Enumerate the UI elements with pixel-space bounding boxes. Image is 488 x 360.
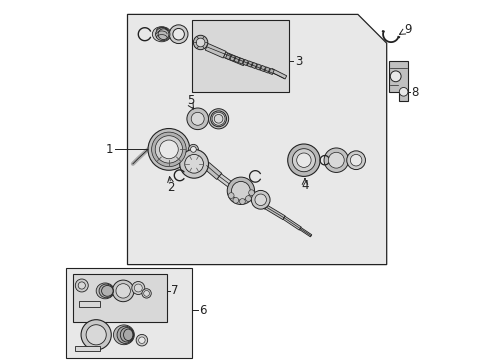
Circle shape [184, 154, 203, 173]
Circle shape [132, 282, 144, 294]
Polygon shape [387, 61, 407, 101]
Text: 9: 9 [404, 23, 411, 36]
Ellipse shape [113, 325, 134, 345]
Polygon shape [238, 58, 244, 64]
Circle shape [210, 111, 226, 127]
Polygon shape [223, 52, 245, 66]
Polygon shape [246, 194, 267, 209]
Ellipse shape [123, 329, 133, 341]
Text: 8: 8 [410, 86, 418, 99]
Circle shape [112, 280, 134, 302]
Ellipse shape [99, 284, 113, 298]
Circle shape [208, 109, 228, 129]
Polygon shape [217, 174, 235, 190]
Circle shape [159, 140, 178, 159]
Polygon shape [260, 66, 265, 72]
Circle shape [239, 199, 245, 204]
Text: 1: 1 [105, 143, 113, 156]
Circle shape [143, 291, 149, 296]
Ellipse shape [152, 27, 171, 42]
Circle shape [328, 152, 344, 168]
Circle shape [296, 153, 310, 167]
Circle shape [231, 181, 250, 200]
Polygon shape [283, 216, 301, 230]
Circle shape [142, 289, 151, 298]
Bar [66, 268, 192, 358]
Text: 4: 4 [301, 179, 308, 192]
Circle shape [186, 108, 208, 130]
Circle shape [254, 194, 266, 206]
Ellipse shape [158, 29, 168, 40]
Bar [73, 274, 167, 322]
Polygon shape [299, 228, 311, 237]
Circle shape [191, 112, 204, 125]
Polygon shape [234, 57, 239, 63]
Text: 2: 2 [166, 181, 174, 194]
Circle shape [139, 337, 145, 343]
Ellipse shape [96, 283, 114, 299]
Bar [79, 301, 101, 307]
Circle shape [86, 325, 106, 345]
Text: 5: 5 [187, 94, 195, 107]
Bar [192, 20, 289, 92]
Circle shape [136, 334, 147, 346]
Text: 6: 6 [199, 304, 206, 317]
Polygon shape [255, 64, 261, 70]
Circle shape [116, 284, 130, 298]
Polygon shape [270, 69, 286, 79]
Circle shape [389, 71, 400, 82]
Text: 7: 7 [170, 284, 178, 297]
Polygon shape [251, 62, 256, 68]
Circle shape [399, 87, 407, 96]
Polygon shape [264, 67, 269, 73]
Text: 3: 3 [294, 55, 302, 68]
Polygon shape [232, 185, 249, 199]
Circle shape [214, 114, 223, 123]
Circle shape [251, 190, 269, 209]
Circle shape [227, 177, 254, 204]
Ellipse shape [155, 28, 170, 41]
Polygon shape [203, 163, 222, 179]
Circle shape [78, 282, 85, 289]
Circle shape [190, 147, 196, 152]
Circle shape [196, 38, 204, 47]
Polygon shape [205, 44, 225, 58]
Circle shape [245, 196, 251, 202]
Polygon shape [127, 14, 386, 265]
Circle shape [134, 284, 142, 292]
Circle shape [169, 25, 187, 44]
Circle shape [172, 28, 184, 40]
Circle shape [349, 154, 361, 166]
Circle shape [148, 129, 189, 170]
Polygon shape [243, 59, 248, 66]
Circle shape [292, 149, 315, 172]
Ellipse shape [102, 285, 113, 296]
Polygon shape [225, 54, 230, 59]
Circle shape [248, 190, 254, 195]
Circle shape [346, 151, 365, 170]
Bar [75, 346, 101, 351]
Polygon shape [246, 61, 252, 67]
Circle shape [81, 320, 111, 350]
Circle shape [151, 132, 186, 167]
Polygon shape [229, 55, 235, 61]
Circle shape [324, 148, 348, 172]
Circle shape [287, 144, 320, 176]
Circle shape [155, 136, 182, 163]
Circle shape [179, 149, 208, 178]
Ellipse shape [120, 328, 133, 342]
Ellipse shape [117, 326, 133, 343]
Circle shape [232, 197, 238, 203]
Polygon shape [264, 205, 285, 220]
Circle shape [228, 193, 234, 198]
Circle shape [188, 144, 198, 154]
Circle shape [75, 279, 88, 292]
Polygon shape [268, 68, 274, 75]
Circle shape [193, 35, 207, 50]
Circle shape [212, 112, 224, 125]
